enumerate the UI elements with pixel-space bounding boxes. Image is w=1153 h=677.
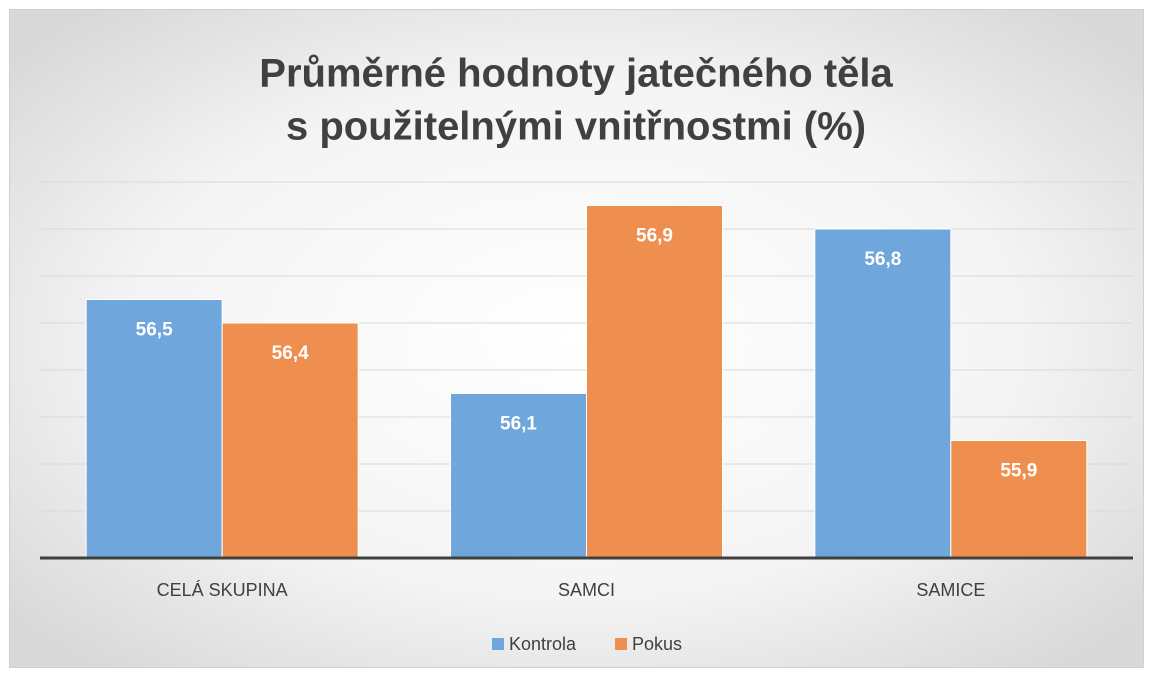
data-label: 56,1 xyxy=(500,414,537,435)
data-label: 55,9 xyxy=(1000,461,1037,482)
x-tick-label: SAMCI xyxy=(558,580,615,600)
data-label: 56,8 xyxy=(864,249,901,270)
x-tick-label: CELÁ SKUPINA xyxy=(157,580,288,600)
bar xyxy=(586,205,723,559)
bar xyxy=(85,299,223,559)
data-label: 56,9 xyxy=(636,226,673,247)
legend-swatch xyxy=(492,638,504,650)
x-tick-label: SAMICE xyxy=(916,580,985,600)
legend-label: Kontrola xyxy=(509,634,577,654)
data-label: 56,4 xyxy=(272,343,309,364)
legend-swatch xyxy=(615,638,627,650)
bar xyxy=(221,322,359,559)
bar xyxy=(950,440,1088,559)
chart-title: Průměrné hodnoty jatečného těla xyxy=(259,52,893,96)
legend-label: Pokus xyxy=(632,634,682,654)
bar xyxy=(814,228,952,559)
data-label: 56,5 xyxy=(136,320,173,341)
chart-title: s použitelnými vnitřnostmi (%) xyxy=(286,105,866,149)
